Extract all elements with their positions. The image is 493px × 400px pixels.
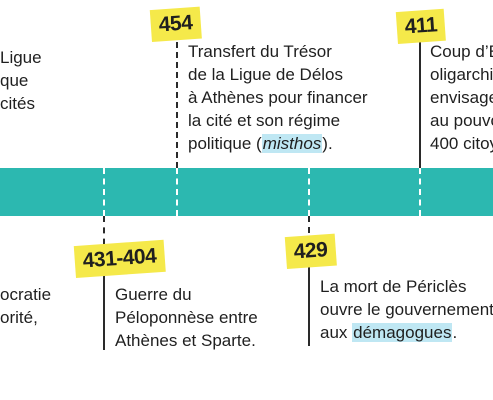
date-tag: 411 — [395, 8, 447, 44]
event-454-text: Transfert du Trésor de la Ligue de Délos… — [188, 42, 368, 153]
timeline-tick — [176, 168, 178, 216]
date-tag: 431-404 — [73, 239, 166, 278]
event-stem — [103, 216, 105, 256]
timeline-tick — [103, 168, 105, 216]
event-431-text: Guerre du Péloponnèse entre Athènes et S… — [115, 285, 258, 350]
timeline-tick — [308, 168, 310, 216]
left-fragment-bottom: ocratie orité, — [0, 285, 52, 327]
date-tag: 454 — [149, 6, 202, 43]
event-stem — [308, 262, 310, 346]
event-stem — [308, 216, 310, 244]
event-stem — [419, 40, 421, 168]
highlight-term: démagogues — [352, 323, 453, 342]
timeline-band — [0, 168, 493, 216]
event-stem — [103, 270, 105, 350]
event-429-text: La mort de Périclès ouvre le gouvernemen… — [320, 277, 493, 342]
highlight-term: misthos — [261, 134, 323, 153]
event-stem — [176, 42, 178, 168]
date-tag: 429 — [284, 233, 337, 269]
timeline-tick — [419, 168, 421, 216]
left-fragment-top: Ligue que cités — [0, 48, 42, 113]
